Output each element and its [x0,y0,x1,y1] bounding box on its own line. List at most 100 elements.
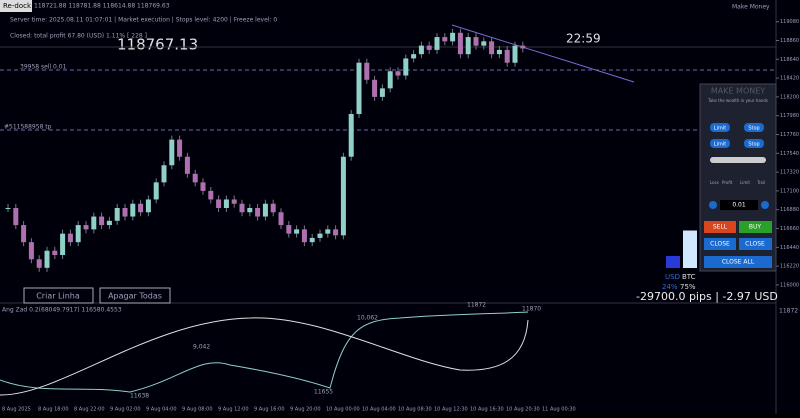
candle [106,220,112,226]
y-tick-label: 117540 [780,151,799,157]
indicator-label: 11638 [130,393,149,400]
x-tick-label: 10 Aug 04:00 [362,407,396,413]
lot-field[interactable] [720,200,758,210]
candle [114,207,120,221]
y-tick-label: 118200 [780,94,799,100]
candle [130,203,136,217]
redock-label[interactable]: Re-dock [3,2,32,10]
limit-button[interactable] [710,139,730,148]
indicator-axis-label: 11872 [779,308,798,315]
y-tick-label: 117980 [780,113,799,119]
candle [255,207,261,217]
stop-button[interactable] [744,139,764,148]
y-tick-label: 116220 [780,264,799,270]
x-tick-label: 9 Aug 08:00 [182,407,213,413]
candle [426,45,432,50]
candle [512,45,518,63]
y-tick-label: 117760 [780,132,799,138]
stop-label[interactable]: Stop [748,142,759,148]
candle [177,139,183,157]
candle [317,233,323,238]
candle [504,49,510,63]
candle [457,32,463,55]
candle [270,203,276,213]
col-label: Profit [722,180,733,185]
buy-button[interactable] [739,221,772,233]
candle [231,199,237,204]
x-tick-label: 9 Aug 02:00 [110,407,141,413]
col-label: Loss [710,180,719,185]
sell-line-label: 39958 sell 0.01 [20,64,67,71]
candle [52,250,58,255]
close-label[interactable]: CLOSE [710,241,730,248]
x-tick-label: 9 Aug 04:00 [146,407,177,413]
candle [340,156,346,236]
draw-line-button[interactable] [23,287,94,304]
limit-label[interactable]: Limit [714,126,726,132]
candle [184,156,190,174]
candle [223,199,229,208]
candle [372,79,378,97]
sell-label[interactable]: SELL [713,224,728,231]
close-button[interactable] [739,238,772,250]
limit-button[interactable] [710,123,730,132]
redock-button[interactable] [0,0,32,12]
candle [145,199,151,213]
x-tick-label: 10 Aug 12:30 [434,407,468,413]
x-tick-label: 10 Aug 20:30 [506,407,540,413]
candle [379,88,385,97]
x-tick-label: 8 Aug 2025 [2,407,31,413]
close-label[interactable]: CLOSE [745,241,765,248]
lot-value[interactable]: 0.01 [732,202,746,209]
candle [356,62,362,114]
candle [520,45,526,49]
candle [169,139,175,166]
candle [450,32,456,42]
y-tick-label: 117100 [780,188,799,194]
candle [247,207,253,213]
candle [5,207,11,209]
close-all-button[interactable] [704,256,772,268]
summary: -29700.0 pips | -2.97 USD [636,290,778,303]
price: 118767.13 [117,36,198,54]
y-tick-label: 117320 [780,170,799,176]
server-info: Server time: 2025.08.11 01:07:01 | Marke… [10,17,277,24]
candle [411,54,417,59]
panel-title: MAKE MONEY [711,87,765,96]
candle [122,207,128,217]
candle [348,113,354,157]
candle [21,225,27,243]
stop-button[interactable] [744,123,764,132]
indicator-label: 9,042 [193,344,210,351]
buy-label[interactable]: BUY [749,224,762,231]
clear-all-button[interactable] [99,287,171,304]
tp-line-label: #511588958 tp [4,124,52,131]
candle [364,62,370,80]
usd-label: USD [665,273,680,281]
close-all-label[interactable]: CLOSE ALL [722,259,755,266]
candle [489,41,495,55]
lot-down[interactable] [709,201,717,209]
lot-up[interactable] [761,201,769,209]
x-tick-label: 8 Aug 22:00 [74,407,105,413]
clear-all-label[interactable]: Apagar Todas [108,292,162,301]
close-button[interactable] [704,238,736,250]
candle [83,225,89,230]
slider[interactable] [710,157,766,163]
col-label: Limit [740,180,750,185]
limit-label[interactable]: Limit [714,142,726,148]
candle [99,216,105,226]
candle [91,216,97,230]
y-tick-label: 118640 [780,57,799,63]
candle [333,229,339,236]
sell-button[interactable] [704,221,736,233]
candle [434,37,440,50]
draw-line-label[interactable]: Criar Linha [36,292,80,301]
candle [44,250,50,268]
candle [278,212,284,226]
stop-label[interactable]: Stop [748,126,759,132]
candle [473,37,479,46]
y-tick-label: 116440 [780,245,799,251]
panel-subtitle: Take the wealth in your hands [707,98,768,103]
